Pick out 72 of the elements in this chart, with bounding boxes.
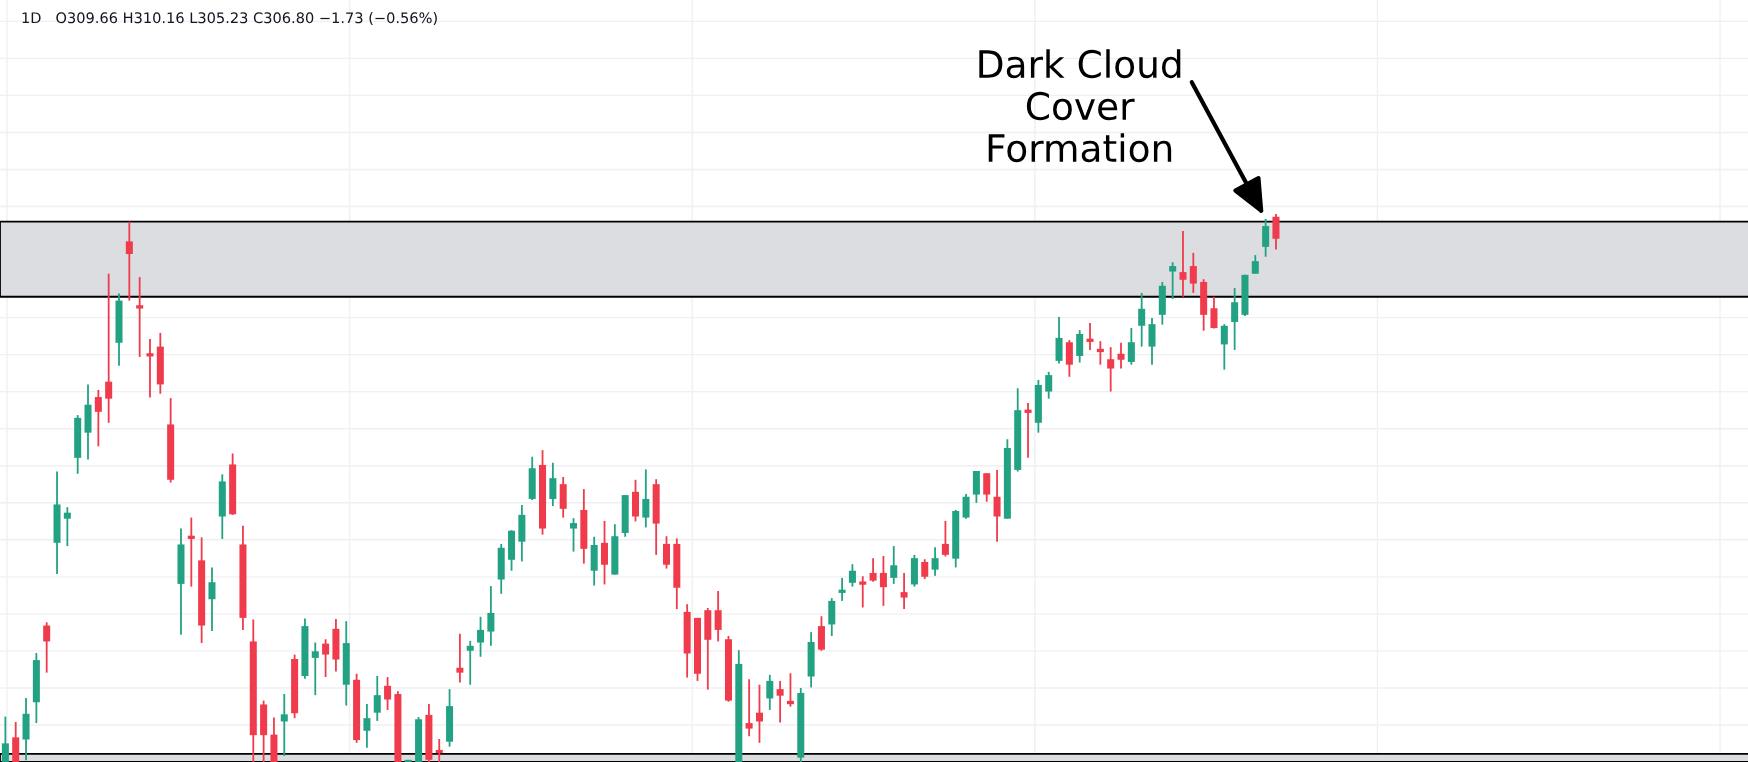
candlestick bbox=[1024, 402, 1032, 459]
candlestick bbox=[549, 461, 557, 507]
candlestick bbox=[828, 597, 836, 637]
candlestick bbox=[1189, 252, 1197, 294]
candlestick bbox=[869, 557, 877, 583]
candlestick bbox=[601, 519, 609, 586]
candlestick bbox=[786, 672, 794, 708]
candlestick bbox=[1086, 322, 1094, 351]
candlestick bbox=[208, 566, 216, 632]
annotation: Dark Cloud Cover Formation bbox=[979, 49, 1181, 163]
candlestick bbox=[766, 673, 774, 711]
candlestick bbox=[43, 621, 51, 674]
candlestick bbox=[1262, 218, 1270, 258]
candlestick bbox=[466, 639, 474, 686]
candlestick bbox=[714, 590, 722, 643]
candlestick bbox=[136, 276, 144, 358]
candlestick bbox=[1065, 339, 1073, 378]
candlestick bbox=[890, 545, 898, 585]
candlestick bbox=[776, 679, 784, 724]
candlestick bbox=[373, 675, 381, 722]
candlestick bbox=[1148, 317, 1156, 366]
candlestick bbox=[1076, 329, 1084, 364]
candlestick bbox=[1127, 327, 1135, 366]
candlestick bbox=[1107, 346, 1115, 393]
candlestick bbox=[962, 493, 970, 520]
text: O309.66 H310.16 L305.23 C306.80 −1.73 (−0.56%) bbox=[56, 12, 437, 25]
candlestick bbox=[1272, 213, 1280, 251]
candlestick bbox=[755, 683, 763, 744]
candlestick bbox=[1055, 316, 1063, 365]
candlestick bbox=[1117, 341, 1125, 370]
candlestick bbox=[859, 575, 867, 609]
candlestick bbox=[972, 470, 980, 504]
candlestick bbox=[187, 516, 195, 588]
candlestick bbox=[1045, 370, 1053, 400]
candlestick bbox=[477, 615, 485, 658]
candlestick bbox=[1, 715, 9, 762]
candlestick bbox=[1231, 287, 1239, 351]
candlestick bbox=[1169, 261, 1177, 300]
candlestick bbox=[363, 703, 371, 749]
candlestick bbox=[1220, 323, 1228, 371]
candlestick bbox=[1138, 292, 1146, 348]
candlestick bbox=[900, 572, 908, 611]
candlestick bbox=[941, 519, 949, 558]
candlestick bbox=[63, 506, 71, 547]
candlestick bbox=[125, 220, 133, 302]
candlestick bbox=[817, 615, 825, 652]
candlestick bbox=[879, 555, 887, 607]
candlestick bbox=[105, 272, 113, 424]
candlestick bbox=[1251, 254, 1259, 275]
candlestick bbox=[280, 693, 288, 757]
candlestick bbox=[570, 517, 578, 553]
candlestick bbox=[456, 632, 464, 684]
candlestick bbox=[1096, 340, 1104, 366]
text: 1D bbox=[22, 12, 41, 24]
candlestick bbox=[993, 469, 1001, 543]
candlestick bbox=[94, 389, 102, 448]
candlestick bbox=[838, 576, 846, 602]
candlestick bbox=[662, 535, 670, 570]
candlestick bbox=[1210, 295, 1218, 330]
candlestick bbox=[921, 558, 929, 580]
candlestick bbox=[745, 678, 753, 738]
candlestick bbox=[931, 546, 939, 577]
candlestick bbox=[435, 738, 443, 762]
candlestick bbox=[384, 676, 392, 711]
candlestick bbox=[848, 563, 856, 588]
candlestick bbox=[322, 638, 330, 678]
candlestick bbox=[487, 585, 495, 647]
candlestick bbox=[983, 472, 991, 503]
candlestick bbox=[642, 468, 650, 529]
candlestick bbox=[1179, 230, 1187, 298]
candlestick bbox=[311, 641, 319, 697]
candlestick bbox=[146, 338, 154, 399]
